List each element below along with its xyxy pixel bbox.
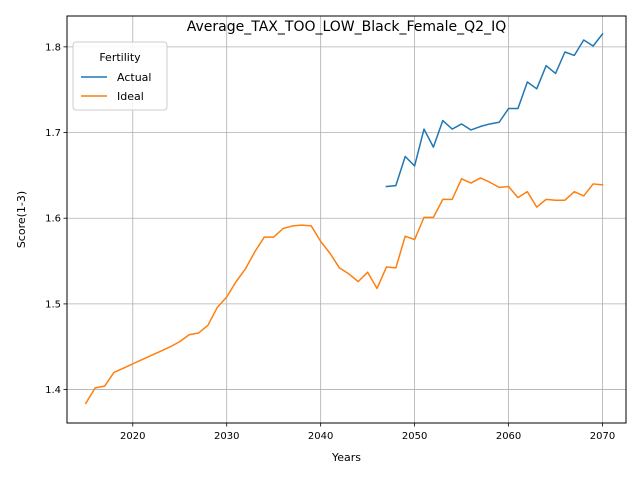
x-axis-label: Years bbox=[331, 451, 361, 464]
x-tick-label: 2050 bbox=[402, 431, 427, 442]
axis-ticks: 2020 2030 2040 2050 2060 2070 1.4 1.5 1.6 1.7 1.8 bbox=[45, 42, 615, 442]
x-tick-label: 2070 bbox=[590, 431, 615, 442]
x-tick-label: 2020 bbox=[120, 431, 145, 442]
chart-title: Average_TAX_TOO_LOW_Black_Female_Q2_IQ bbox=[187, 19, 506, 35]
plot-frame bbox=[66, 15, 627, 424]
legend-label-ideal: Ideal bbox=[117, 90, 144, 103]
series-line-ideal bbox=[84, 177, 604, 405]
y-tick-label: 1.8 bbox=[45, 42, 61, 53]
y-tick-label: 1.6 bbox=[45, 214, 61, 225]
legend-box bbox=[72, 41, 168, 111]
legend: Fertility Actual Ideal bbox=[72, 41, 168, 111]
y-axis-label: Score(1-3) bbox=[15, 191, 28, 248]
legend-title: Fertility bbox=[99, 51, 141, 64]
legend-label-actual: Actual bbox=[117, 71, 151, 84]
x-tick-label: 2040 bbox=[308, 431, 333, 442]
y-tick-label: 1.4 bbox=[45, 385, 61, 396]
y-tick-label: 1.5 bbox=[45, 299, 61, 310]
x-tick-label: 2060 bbox=[496, 431, 521, 442]
grid bbox=[67, 16, 626, 423]
y-tick-label: 1.7 bbox=[45, 128, 61, 139]
x-tick-label: 2030 bbox=[214, 431, 239, 442]
series-line-actual bbox=[385, 32, 604, 188]
series-lines bbox=[84, 32, 604, 405]
